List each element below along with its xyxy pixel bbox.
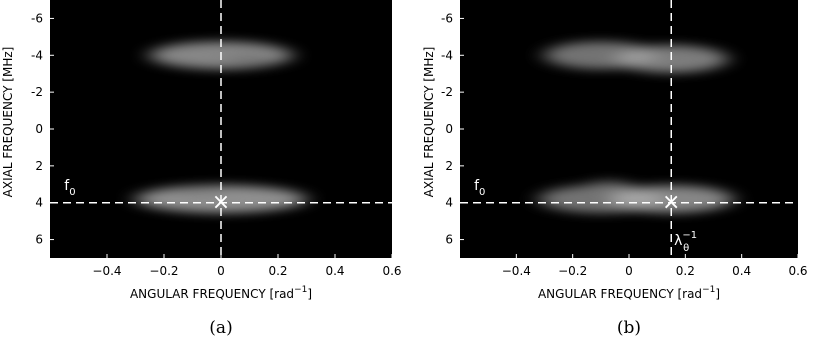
x-ticks: −0.4 −0.2 0 0.2 0.4 0.6 — [92, 254, 402, 278]
y-tick-label: 2 — [35, 159, 43, 173]
x-axis-label: ANGULAR FREQUENCY [rad−1] — [538, 285, 720, 301]
x-tick-label: −0.2 — [149, 264, 178, 278]
x-tick-label: 0.4 — [732, 264, 751, 278]
f0-label: f0 — [474, 178, 485, 198]
f0-label: f0 — [64, 178, 75, 198]
x-tick-label: −0.4 — [502, 264, 531, 278]
y-tick-label: 6 — [35, 233, 43, 247]
y-tick-label: 6 — [445, 233, 453, 247]
y-tick-label: 2 — [445, 159, 453, 173]
x-ticks: −0.4 −0.2 0 0.2 0.4 0.6 — [502, 254, 808, 278]
caption-a: (a) — [209, 318, 232, 338]
intensity-blob — [172, 187, 230, 200]
x-tick-label: 0 — [625, 264, 633, 278]
panel-a: × f0 −0.4 −0.2 0 0.2 0.4 0.6 -6 -4 -2 0 2 4 6 ANGUL… — [1, 0, 402, 338]
y-tick-label: 0 — [35, 122, 43, 136]
plot-area-b — [460, 0, 798, 258]
y-ticks: -6 -4 -2 0 2 4 6 — [31, 11, 54, 247]
x-tick-label: 0.2 — [268, 264, 287, 278]
x-tick-label: −0.2 — [558, 264, 587, 278]
y-tick-label: -4 — [31, 48, 43, 62]
y-tick-label: 4 — [35, 196, 43, 210]
intensity-blob — [586, 180, 632, 192]
x-tick-label: 0 — [217, 264, 225, 278]
x-tick-label: 0.6 — [382, 264, 401, 278]
y-tick-label: -2 — [31, 85, 43, 99]
intensity-blob — [221, 52, 278, 66]
x-axis-label: ANGULAR FREQUENCY [rad−1] — [130, 285, 312, 301]
cross-marker: × — [662, 190, 680, 215]
y-axis-label: AXIAL FREQUENCY [MHz] — [422, 47, 436, 198]
y-tick-label: -6 — [31, 11, 43, 25]
x-tick-label: −0.4 — [92, 264, 121, 278]
panel-b: × f0 λ−1 θ −0.4 −0.2 0 0.2 0.4 0.6 -6-4-20246 … — [422, 0, 808, 338]
lambda-theta-inverse-label: λ−1 θ — [674, 230, 697, 254]
x-tick-label: 0.2 — [676, 264, 695, 278]
y-tick-label: -2 — [441, 85, 453, 99]
y-axis-label: AXIAL FREQUENCY [MHz] — [1, 47, 15, 198]
plot-area-a — [50, 0, 392, 258]
y-ticks: -6 -4 -2 0 2 4 6 — [441, 11, 464, 247]
y-tick-label: -6 — [441, 11, 453, 25]
cross-marker: × — [212, 190, 230, 215]
y-tick-label: 0 — [445, 122, 453, 136]
y-tick-label: 4 — [445, 196, 453, 210]
x-tick-label: 0.6 — [788, 264, 807, 278]
caption-b: (b) — [617, 318, 641, 338]
y-tick-label: -4 — [441, 48, 453, 62]
x-tick-label: 0.4 — [325, 264, 344, 278]
